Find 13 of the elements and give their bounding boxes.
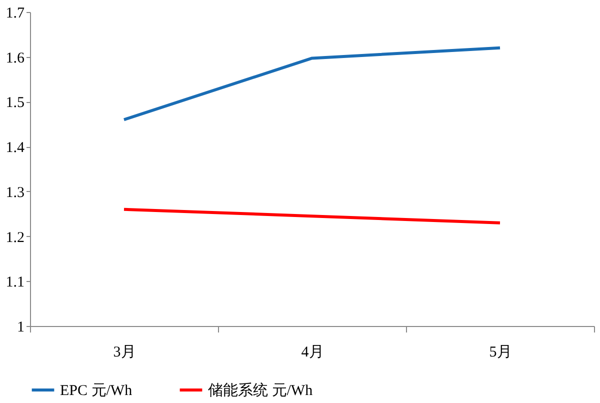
x-tick-label: 3月 [113, 344, 136, 360]
y-tick-label: 1.5 [6, 95, 24, 112]
y-tick-label: 1.2 [6, 230, 24, 246]
legend-label: 储能系统 元/Wh [208, 382, 314, 399]
y-tick-label: 1.3 [6, 184, 24, 201]
y-tick-label: 1.7 [6, 6, 25, 22]
x-tick-label: 4月 [301, 344, 324, 360]
legend-label: EPC 元/Wh [60, 383, 133, 399]
x-tick-label: 5月 [489, 344, 512, 360]
y-tick-label: 1.4 [6, 140, 25, 156]
y-tick-label: 1.6 [6, 50, 25, 66]
y-tick-label: 1.1 [6, 274, 24, 291]
y-tick-label: 1 [17, 320, 24, 336]
